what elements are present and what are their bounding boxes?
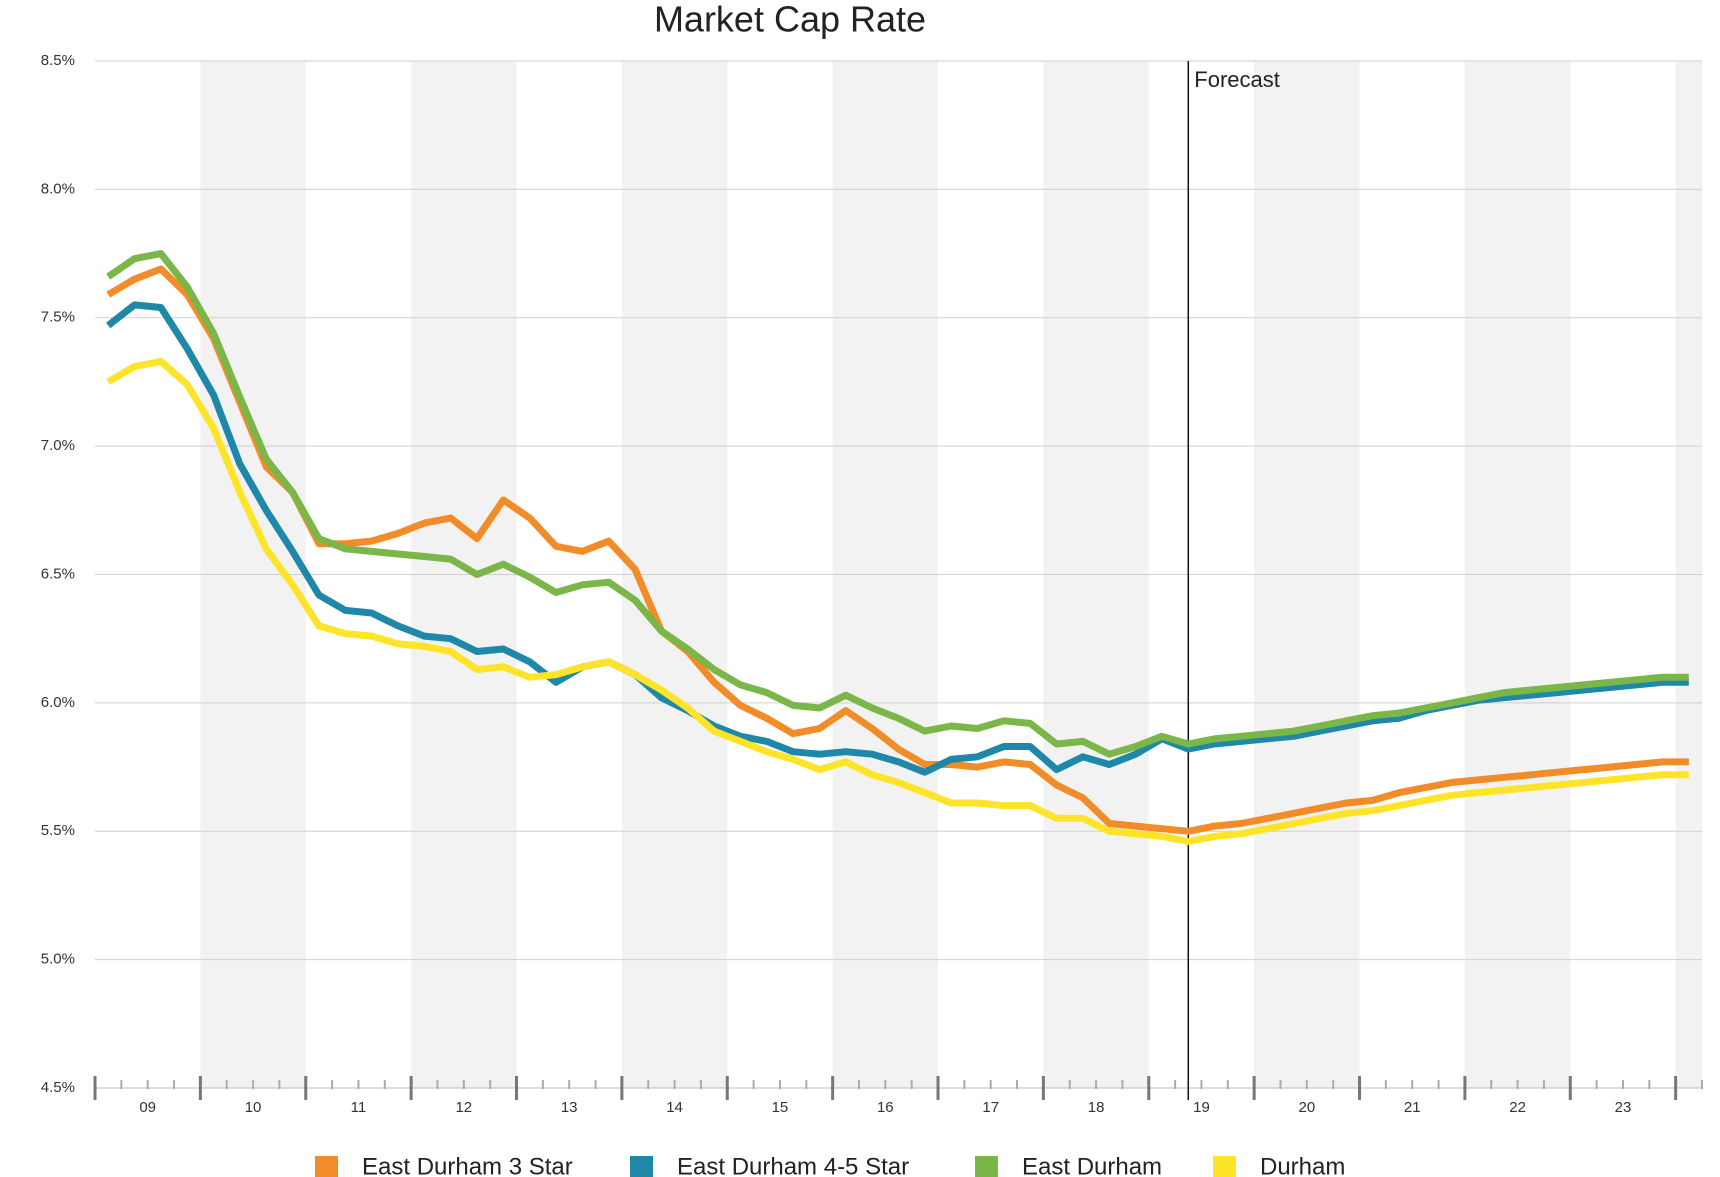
x-tick-label: 16 xyxy=(877,1099,894,1116)
legend-swatch xyxy=(1213,1156,1236,1177)
legend-label: East Durham 4-5 Star xyxy=(677,1153,909,1177)
x-tick-label: 21 xyxy=(1404,1099,1421,1116)
series-line xyxy=(106,250,1689,758)
y-tick-label: 6.5% xyxy=(41,565,75,582)
y-tick-label: 6.0% xyxy=(41,694,75,711)
x-tick-label: 23 xyxy=(1615,1099,1632,1116)
y-tick-label: 5.0% xyxy=(41,951,75,968)
forecast-label: Forecast xyxy=(1194,67,1280,92)
x-tick-label: 11 xyxy=(351,1099,367,1116)
y-tick-label: 7.0% xyxy=(41,437,75,454)
legend-label: East Durham 3 Star xyxy=(362,1153,573,1177)
x-tick-label: 18 xyxy=(1088,1099,1105,1116)
series-line xyxy=(106,265,1689,835)
x-tick-label: 09 xyxy=(139,1099,156,1116)
x-tick-label: 17 xyxy=(982,1099,999,1116)
series-line xyxy=(106,357,1689,845)
y-tick-label: 8.5% xyxy=(41,52,75,69)
legend-swatch xyxy=(315,1156,338,1177)
legend-swatch xyxy=(630,1156,653,1177)
y-tick-label: 8.0% xyxy=(41,180,75,197)
y-tick-label: 5.5% xyxy=(41,822,75,839)
x-tick-label: 14 xyxy=(666,1099,683,1116)
y-tick-label: 7.5% xyxy=(41,309,75,326)
x-tick-label: 15 xyxy=(772,1099,789,1116)
x-tick-label: 12 xyxy=(455,1099,472,1116)
x-tick-label: 10 xyxy=(245,1099,262,1116)
y-tick-label: 4.5% xyxy=(41,1079,75,1096)
chart-title: Market Cap Rate xyxy=(654,0,926,40)
x-tick-label: 20 xyxy=(1298,1099,1315,1116)
legend-label: East Durham xyxy=(1022,1153,1162,1177)
x-tick-label: 19 xyxy=(1193,1099,1210,1116)
legend-swatch xyxy=(975,1156,998,1177)
legend-label: Durham xyxy=(1260,1153,1345,1177)
x-tick-label: 13 xyxy=(561,1099,578,1116)
x-tick-label: 22 xyxy=(1509,1099,1526,1116)
